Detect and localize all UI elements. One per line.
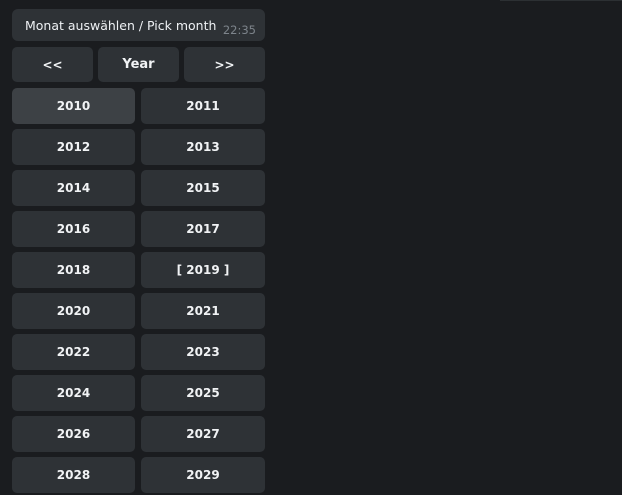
year-button[interactable]: 2026 [12, 416, 135, 452]
year-button[interactable]: 2024 [12, 375, 135, 411]
message-text: Monat auswählen / Pick month [25, 18, 217, 33]
message-bubble: Monat auswählen / Pick month 22:35 [12, 9, 265, 41]
year-button[interactable]: 2021 [141, 293, 265, 329]
next-button[interactable]: >> [184, 47, 265, 82]
year-button[interactable]: 2015 [141, 170, 265, 206]
year-button[interactable]: 2029 [141, 457, 265, 493]
year-button[interactable]: 2025 [141, 375, 265, 411]
year-button[interactable]: 2023 [141, 334, 265, 370]
year-button[interactable]: 2028 [12, 457, 135, 493]
message-time: 22:35 [222, 23, 256, 37]
year-button[interactable]: [ 2019 ] [141, 252, 265, 288]
year-title-button[interactable]: Year [98, 47, 179, 82]
year-button[interactable]: 2016 [12, 211, 135, 247]
year-button[interactable]: 2013 [141, 129, 265, 165]
divider [500, 0, 622, 1]
year-button[interactable]: 2027 [141, 416, 265, 452]
year-button[interactable]: 2022 [12, 334, 135, 370]
prev-button[interactable]: << [12, 47, 93, 82]
year-button[interactable]: 2020 [12, 293, 135, 329]
year-button[interactable]: 2018 [12, 252, 135, 288]
year-button[interactable]: 2010 [12, 88, 135, 124]
year-button[interactable]: 2012 [12, 129, 135, 165]
year-button[interactable]: 2011 [141, 88, 265, 124]
year-button[interactable]: 2017 [141, 211, 265, 247]
year-button[interactable]: 2014 [12, 170, 135, 206]
